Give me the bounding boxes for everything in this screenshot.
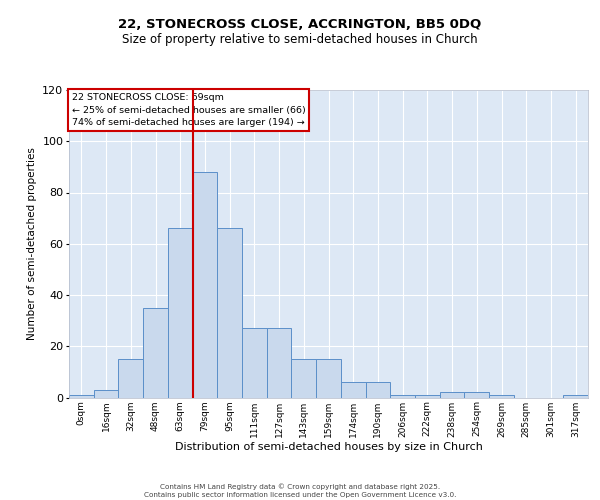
Bar	[316, 359, 341, 398]
Bar	[489, 395, 514, 398]
Bar	[440, 392, 464, 398]
Bar	[390, 395, 415, 398]
Bar	[94, 390, 118, 398]
Bar	[168, 228, 193, 398]
Bar	[242, 328, 267, 398]
Text: Size of property relative to semi-detached houses in Church: Size of property relative to semi-detach…	[122, 32, 478, 46]
Bar	[563, 395, 588, 398]
Bar	[415, 395, 440, 398]
Y-axis label: Number of semi-detached properties: Number of semi-detached properties	[27, 148, 37, 340]
Bar	[193, 172, 217, 398]
Text: 22, STONECROSS CLOSE, ACCRINGTON, BB5 0DQ: 22, STONECROSS CLOSE, ACCRINGTON, BB5 0D…	[118, 18, 482, 30]
Text: 22 STONECROSS CLOSE: 69sqm
← 25% of semi-detached houses are smaller (66)
74% of: 22 STONECROSS CLOSE: 69sqm ← 25% of semi…	[71, 93, 305, 127]
X-axis label: Distribution of semi-detached houses by size in Church: Distribution of semi-detached houses by …	[175, 442, 482, 452]
Bar	[341, 382, 365, 398]
Bar	[118, 359, 143, 398]
Bar	[143, 308, 168, 398]
Bar	[69, 395, 94, 398]
Text: Contains HM Land Registry data © Crown copyright and database right 2025.
Contai: Contains HM Land Registry data © Crown c…	[144, 483, 456, 498]
Bar	[292, 359, 316, 398]
Bar	[267, 328, 292, 398]
Bar	[217, 228, 242, 398]
Bar	[464, 392, 489, 398]
Bar	[365, 382, 390, 398]
